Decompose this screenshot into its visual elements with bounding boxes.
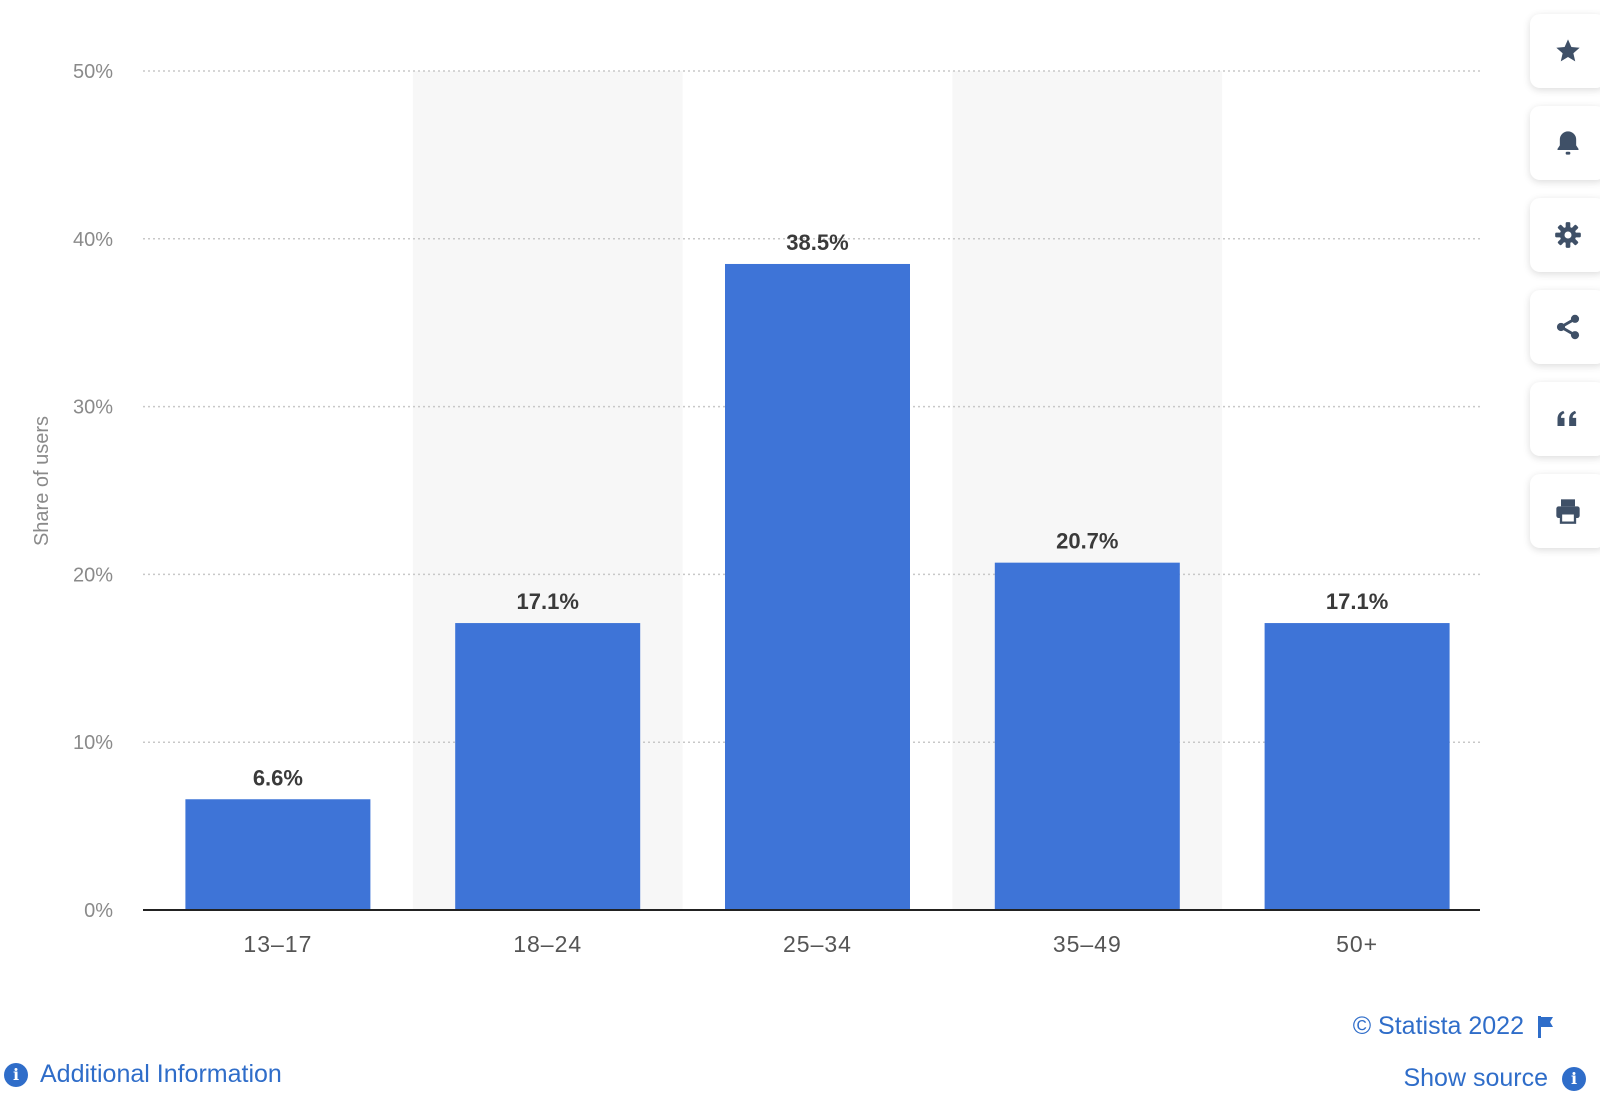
value-labels: 6.6% 17.1% 38.5% 20.7% 17.1% <box>253 230 1388 790</box>
share-button[interactable] <box>1530 290 1600 364</box>
bar-value-label: 17.1% <box>1326 589 1388 614</box>
bar-value-label: 38.5% <box>786 230 848 255</box>
bar[interactable] <box>994 562 1180 910</box>
x-tick-label: 25–34 <box>783 931 852 957</box>
x-axis-ticks: 13–17 18–24 25–34 35–49 50+ <box>243 931 1378 957</box>
bell-icon <box>1557 131 1579 155</box>
info-icon: i <box>1562 1066 1586 1091</box>
cite-button[interactable] <box>1530 382 1600 456</box>
x-tick-label: 18–24 <box>513 931 582 957</box>
bar[interactable] <box>1264 623 1450 910</box>
additional-information-label: Additional Information <box>40 1060 282 1088</box>
star-icon <box>1556 39 1580 62</box>
y-tick-label: 10% <box>73 732 113 754</box>
show-source-label: Show source <box>1403 1064 1548 1092</box>
y-axis-ticks: 0% 10% 20% 30% 40% 50% <box>73 61 113 922</box>
x-tick-label: 13–17 <box>243 931 312 957</box>
bars <box>185 263 1450 911</box>
favorite-button[interactable] <box>1530 14 1600 88</box>
y-tick-label: 50% <box>73 61 113 83</box>
share-icon <box>1556 314 1580 340</box>
x-tick-label: 50+ <box>1336 931 1378 957</box>
y-tick-label: 40% <box>73 229 113 251</box>
printer-icon <box>1556 499 1580 524</box>
gear-icon <box>1555 222 1581 248</box>
print-button[interactable] <box>1530 474 1600 548</box>
info-icon: i <box>4 1062 28 1087</box>
bar-chart: 0% 10% 20% 30% 40% 50% Share of users 6.6% 17.… <box>31 61 1480 957</box>
flag-icon <box>1538 1015 1553 1038</box>
bar[interactable] <box>725 263 910 911</box>
bar[interactable] <box>455 623 641 910</box>
bar-value-label: 17.1% <box>517 589 579 614</box>
bar-value-label: 6.6% <box>253 765 303 790</box>
quote-icon <box>1557 410 1577 426</box>
additional-information-link[interactable]: i Additional Information <box>4 1060 282 1089</box>
bar-value-label: 20.7% <box>1056 529 1118 554</box>
credit-text: © Statista 2022 <box>1352 1012 1524 1040</box>
x-tick-label: 35–49 <box>1053 931 1122 957</box>
side-toolbar <box>1530 14 1600 548</box>
y-axis-label: Share of users <box>31 416 53 546</box>
show-source-link[interactable]: Show source i <box>1403 1064 1586 1093</box>
bar[interactable] <box>185 799 371 910</box>
notification-button[interactable] <box>1530 106 1600 180</box>
y-tick-label: 0% <box>84 900 113 922</box>
y-tick-label: 30% <box>73 397 113 419</box>
copyright-credit[interactable]: © Statista 2022 <box>1353 1012 1554 1041</box>
settings-button[interactable] <box>1530 198 1600 272</box>
y-tick-label: 20% <box>73 564 113 586</box>
